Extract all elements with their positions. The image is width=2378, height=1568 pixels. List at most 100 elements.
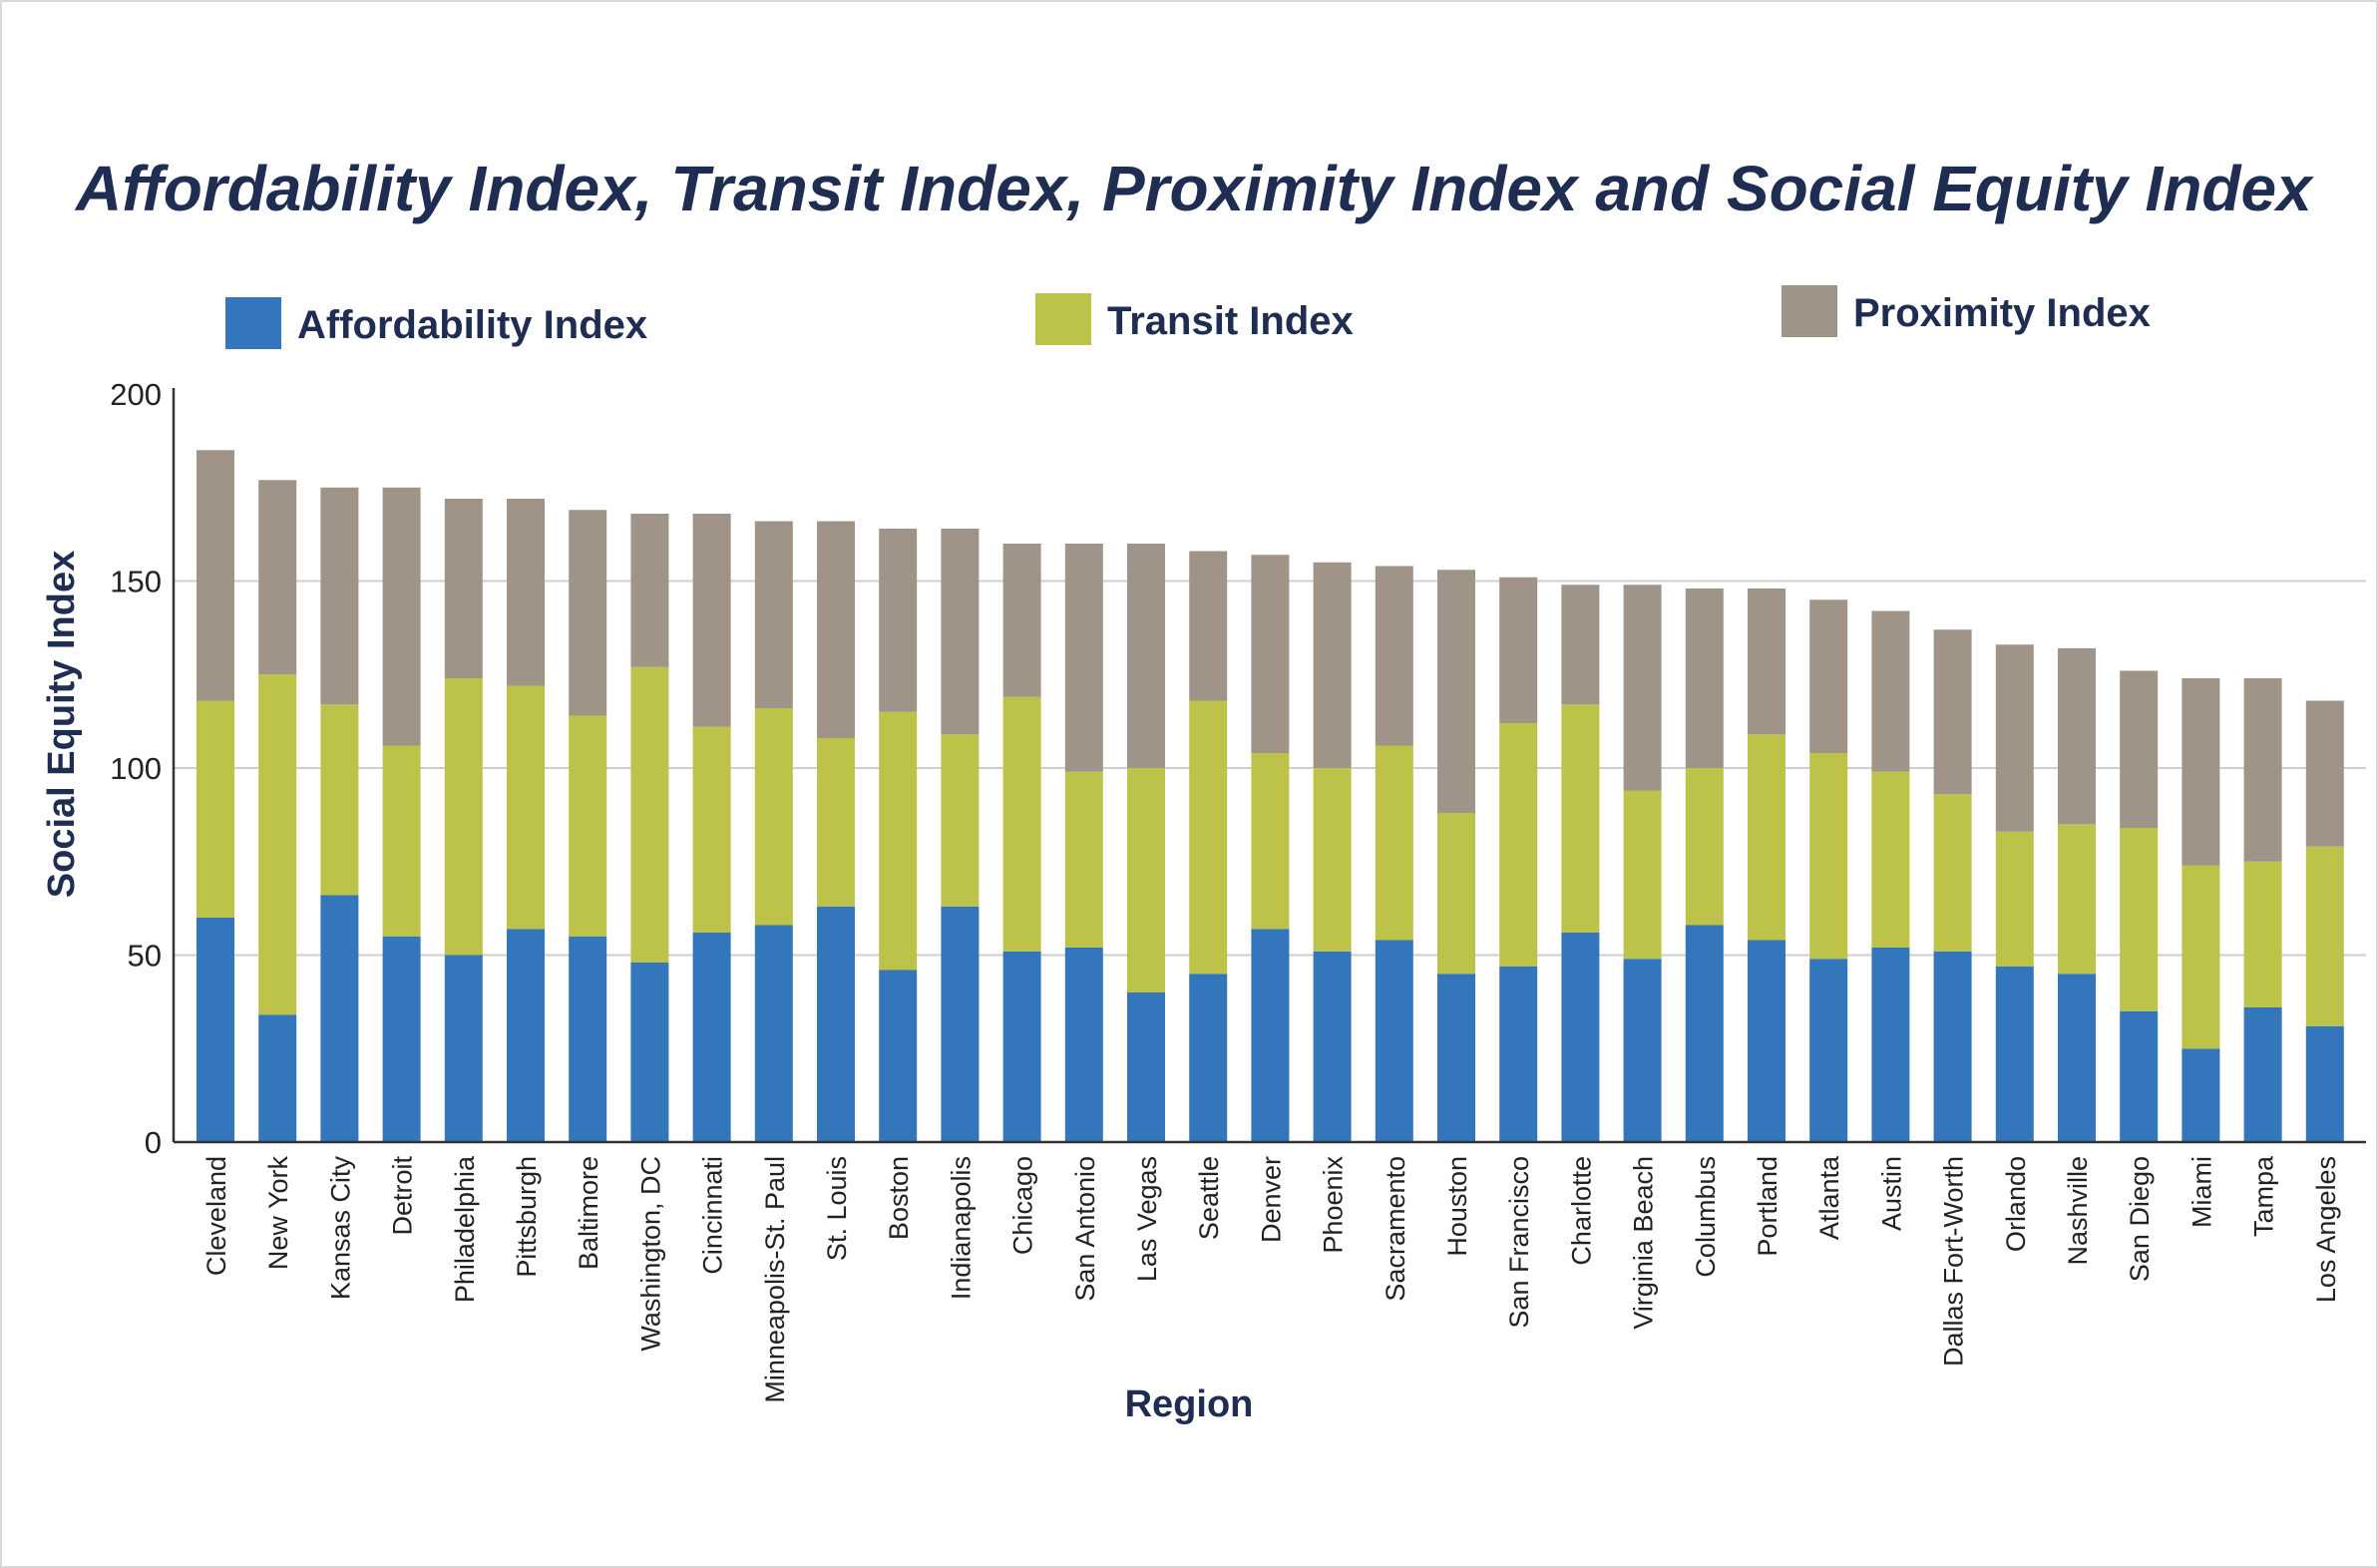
bar-transit <box>1871 771 1910 948</box>
bar-proximity <box>444 499 483 678</box>
x-tick-label: Washington, DC <box>635 1156 665 1352</box>
x-tick-label: Los Angeles <box>2311 1156 2341 1303</box>
x-tick-label: Austin <box>1876 1156 1906 1231</box>
bar-proximity <box>692 514 731 727</box>
bar-transit <box>1748 734 1785 941</box>
bar-transit <box>754 708 793 926</box>
x-tick-label: Nashville <box>2063 1156 2093 1266</box>
bar-transit <box>1251 753 1290 930</box>
bar-affordability <box>1748 940 1785 1142</box>
x-tick-label: Denver <box>1256 1156 1286 1243</box>
bar-transit <box>630 666 669 963</box>
bar-transit <box>1809 753 1848 960</box>
bar-proximity <box>1251 555 1290 753</box>
bar-proximity <box>1375 566 1413 746</box>
bar-affordability <box>1995 966 2034 1142</box>
x-tick-label: Orlando <box>2001 1156 2031 1252</box>
y-tick-label: 150 <box>110 565 162 599</box>
x-tick-label: Pittsburgh <box>512 1156 542 1278</box>
x-tick-label: Detroit <box>388 1156 418 1236</box>
legend-swatch-proximity <box>1782 285 1837 337</box>
y-tick-label: 50 <box>128 939 162 974</box>
legend-label-transit: Transit Index <box>1107 299 1354 343</box>
bar-transit <box>382 745 421 937</box>
bar-affordability <box>630 963 669 1142</box>
x-tick-label: San Antonio <box>1070 1156 1100 1302</box>
bar-proximity <box>197 450 234 701</box>
bar-transit <box>1499 723 1538 967</box>
bar-affordability <box>1623 959 1662 1142</box>
bar-affordability <box>258 1014 297 1142</box>
bar-affordability <box>2243 1007 2282 1142</box>
bar-proximity <box>1933 629 1972 795</box>
x-tick-label: Seattle <box>1194 1156 1224 1240</box>
x-tick-label: Charlotte <box>1566 1156 1596 1266</box>
bar-transit <box>2058 824 2096 975</box>
x-tick-label: Philadelphia <box>450 1155 480 1303</box>
bar-proximity <box>1871 610 1910 772</box>
bar-transit <box>197 700 234 918</box>
bar-proximity <box>879 529 918 712</box>
bar-proximity <box>2181 678 2220 866</box>
bar-proximity <box>1189 551 1228 701</box>
bar-affordability <box>2120 1010 2159 1142</box>
bars <box>197 450 2344 1142</box>
bar-proximity <box>754 521 793 708</box>
bar-affordability <box>569 936 607 1142</box>
bar-proximity <box>1499 577 1538 723</box>
x-tick-label: Sacramento <box>1381 1156 1410 1302</box>
bar-transit <box>2120 828 2159 1011</box>
legend-label-proximity: Proximity Index <box>1853 291 2151 335</box>
bar-proximity <box>2305 700 2344 847</box>
y-axis-title: Social Equity Index <box>41 551 83 898</box>
x-tick-label: Indianapolis <box>946 1156 976 1300</box>
bar-proximity <box>569 510 607 716</box>
y-tick-label: 0 <box>145 1125 162 1160</box>
x-tick-label: Dallas Fort-Worth <box>1939 1156 1969 1367</box>
legend-label-affordability: Affordability Index <box>297 303 648 347</box>
bar-affordability <box>879 970 918 1142</box>
bar-transit <box>1561 704 1600 933</box>
bar-proximity <box>817 521 855 738</box>
legend-swatch-affordability <box>225 297 281 349</box>
bar-affordability <box>444 955 483 1142</box>
bar-transit <box>1437 813 1475 975</box>
x-tick-label: Portland <box>1753 1156 1783 1257</box>
bar-affordability <box>1933 951 1972 1142</box>
x-tick-label: Phoenix <box>1319 1156 1349 1254</box>
bar-proximity <box>2120 670 2159 828</box>
bar-proximity <box>1002 544 1041 697</box>
x-tick-label: Minneapolis-St. Paul <box>760 1156 790 1403</box>
x-tick-label: Boston <box>884 1156 914 1240</box>
legend-swatch-transit <box>1035 293 1091 345</box>
bar-proximity <box>1995 644 2034 832</box>
bar-proximity <box>1064 544 1103 772</box>
x-tick-label: New York <box>263 1156 293 1271</box>
bar-transit <box>692 726 731 933</box>
bar-proximity <box>507 499 545 686</box>
bar-transit <box>1685 768 1724 926</box>
bar-transit <box>1995 831 2034 967</box>
bar-affordability <box>1499 966 1538 1142</box>
bar-transit <box>817 738 855 907</box>
bar-affordability <box>1251 929 1290 1142</box>
x-tick-label: Houston <box>1442 1156 1472 1257</box>
bar-proximity <box>382 487 421 746</box>
bar-proximity <box>1623 585 1662 791</box>
bar-affordability <box>1437 974 1475 1142</box>
bar-transit <box>1127 768 1165 992</box>
bar-affordability <box>817 906 855 1142</box>
bar-proximity <box>1685 588 1724 768</box>
x-tick-label: Miami <box>2186 1156 2216 1228</box>
bar-proximity <box>1127 544 1165 768</box>
bar-transit <box>320 704 359 896</box>
axes <box>172 388 2366 1144</box>
x-tick-label: Cleveland <box>201 1156 231 1276</box>
x-axis-title: Region <box>1125 1383 1254 1425</box>
bar-transit <box>258 674 297 1015</box>
bar-affordability <box>941 906 980 1142</box>
bar-proximity <box>941 529 980 735</box>
bar-proximity <box>1748 588 1785 735</box>
